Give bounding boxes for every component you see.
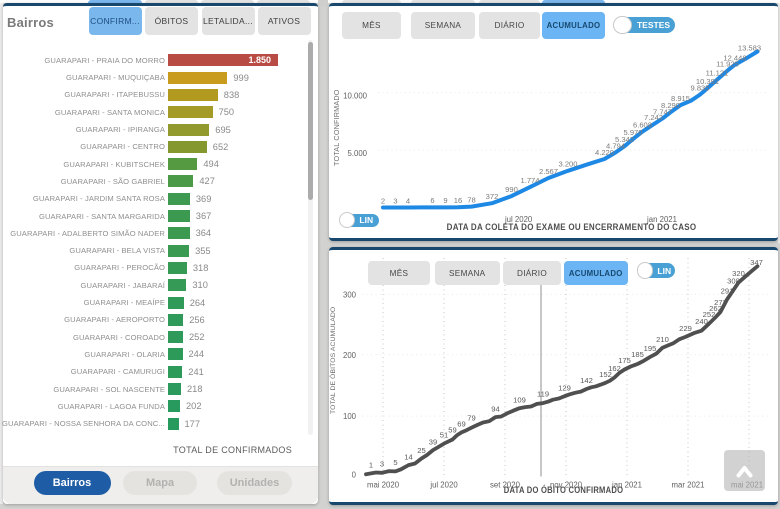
- svg-text:94: 94: [491, 405, 499, 414]
- svg-text:308: 308: [727, 276, 740, 285]
- svg-text:mar 2021: mar 2021: [672, 481, 705, 490]
- svg-text:1: 1: [369, 461, 373, 470]
- svg-text:5.342: 5.342: [615, 135, 634, 144]
- svg-text:4.794: 4.794: [606, 141, 625, 150]
- svg-text:142: 142: [580, 376, 593, 385]
- svg-text:13.583: 13.583: [738, 44, 761, 53]
- svg-text:210: 210: [656, 335, 669, 344]
- svg-text:jan 2021: jan 2021: [646, 215, 677, 224]
- svg-text:2.567: 2.567: [539, 167, 558, 176]
- svg-text:5.000: 5.000: [347, 149, 367, 158]
- svg-text:162: 162: [608, 364, 621, 373]
- svg-text:252: 252: [703, 310, 716, 319]
- svg-text:152: 152: [599, 370, 612, 379]
- svg-text:195: 195: [644, 344, 657, 353]
- svg-text:5: 5: [393, 458, 397, 467]
- svg-text:6.608: 6.608: [633, 120, 652, 129]
- svg-text:7.242: 7.242: [644, 113, 663, 122]
- svg-text:51: 51: [440, 431, 448, 440]
- svg-text:9: 9: [443, 196, 447, 205]
- svg-text:25: 25: [417, 446, 425, 455]
- svg-text:262: 262: [709, 304, 722, 313]
- svg-text:9.835: 9.835: [690, 83, 709, 92]
- svg-text:200: 200: [343, 351, 357, 360]
- svg-text:39: 39: [429, 438, 437, 447]
- svg-text:jul 2020: jul 2020: [429, 481, 458, 490]
- svg-text:347: 347: [750, 258, 763, 267]
- svg-text:78: 78: [467, 195, 475, 204]
- svg-text:990: 990: [505, 185, 518, 194]
- svg-text:109: 109: [513, 396, 526, 405]
- svg-text:jul 2020: jul 2020: [504, 215, 533, 224]
- svg-text:0: 0: [352, 470, 357, 479]
- svg-text:mai 2020: mai 2020: [367, 481, 400, 490]
- svg-text:240: 240: [695, 317, 708, 326]
- svg-text:59: 59: [448, 426, 456, 435]
- svg-text:10.391: 10.391: [696, 77, 719, 86]
- svg-text:3: 3: [393, 196, 397, 205]
- svg-text:11.925: 11.925: [716, 59, 739, 68]
- svg-text:129: 129: [558, 384, 571, 393]
- svg-text:320: 320: [732, 269, 745, 278]
- svg-text:185: 185: [631, 350, 644, 359]
- svg-text:3.200: 3.200: [558, 160, 577, 169]
- svg-text:1.774: 1.774: [520, 176, 539, 185]
- svg-text:nov 2020: nov 2020: [550, 481, 583, 490]
- svg-text:119: 119: [537, 390, 549, 399]
- svg-text:8.290: 8.290: [661, 101, 680, 110]
- svg-text:set 2020: set 2020: [490, 481, 521, 490]
- svg-text:5.970: 5.970: [623, 128, 642, 137]
- svg-text:372: 372: [486, 192, 499, 201]
- svg-text:69: 69: [457, 420, 465, 429]
- svg-text:jan 2021: jan 2021: [611, 481, 642, 490]
- svg-text:10.000: 10.000: [343, 92, 368, 101]
- svg-text:12.448: 12.448: [723, 53, 746, 62]
- svg-text:6: 6: [430, 196, 434, 205]
- svg-text:3: 3: [380, 459, 384, 468]
- svg-text:11.121: 11.121: [706, 69, 729, 78]
- svg-text:291: 291: [721, 287, 734, 296]
- svg-text:300: 300: [343, 290, 357, 299]
- svg-text:272: 272: [714, 298, 727, 307]
- svg-text:16: 16: [454, 196, 462, 205]
- svg-text:229: 229: [679, 324, 692, 333]
- svg-text:8.915: 8.915: [671, 94, 690, 103]
- svg-text:100: 100: [343, 412, 357, 421]
- svg-text:4: 4: [406, 196, 410, 205]
- svg-text:2: 2: [381, 196, 385, 205]
- svg-text:4.220: 4.220: [595, 148, 614, 157]
- svg-text:7.747: 7.747: [653, 107, 672, 116]
- svg-text:175: 175: [618, 356, 631, 365]
- svg-text:14: 14: [404, 453, 412, 462]
- svg-text:79: 79: [467, 414, 475, 423]
